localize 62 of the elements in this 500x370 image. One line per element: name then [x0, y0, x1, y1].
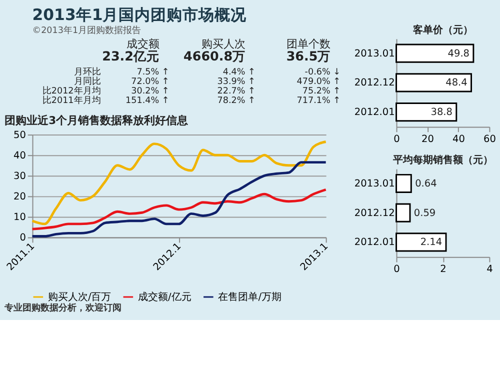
text: 30.2% ↑	[131, 86, 170, 97]
chart-title: 客单价（元）	[412, 24, 473, 36]
y-tick-label: 30	[13, 171, 26, 182]
text: 151.4% ↑	[126, 96, 170, 106]
bar	[396, 203, 411, 222]
chart-title: 团购业近3个月销售数据释放利好信息	[4, 114, 190, 127]
text: 7.5% ↑	[136, 68, 170, 78]
y-tick-label: 40	[13, 150, 26, 162]
x-tick-label: 60	[484, 134, 496, 145]
y-tick-label: 0	[20, 232, 26, 244]
bar	[396, 73, 472, 92]
text: 月环比	[74, 66, 101, 78]
data-label: 0.59	[414, 208, 436, 219]
legend-label: 成交额/亿元	[138, 290, 192, 303]
text: 2013年1月国内团购市场概况	[32, 5, 248, 24]
text: 购买人次	[202, 38, 246, 51]
text: 比2011年月均	[42, 95, 101, 106]
legend-label: 购买人次/百万	[48, 292, 112, 303]
text: 75.2% ↑	[302, 86, 341, 97]
chart-title: 平均每期销售额（元）	[392, 154, 493, 166]
x-tick-label: 4	[486, 264, 493, 276]
text: 团单个数	[286, 38, 331, 51]
x-tick-label: 40	[452, 134, 465, 145]
text: 72.0% ↑	[131, 77, 170, 88]
text: 比2012年月均	[42, 86, 101, 97]
text: 36.5万	[286, 48, 331, 64]
text: 22.7% ↑	[217, 86, 256, 97]
line-series	[31, 188, 328, 230]
y-tick-label: 2012.12	[354, 208, 395, 219]
text: ©2013年1月团购数据报告	[32, 24, 142, 36]
bar	[396, 102, 458, 122]
bar	[396, 44, 474, 63]
y-tick-label: 20	[13, 192, 26, 203]
y-tick-label: 2012.01	[354, 106, 395, 118]
y-tick-label: 50	[13, 130, 26, 141]
text: 23.2亿元	[102, 48, 160, 64]
data-label: 48.4	[446, 78, 468, 89]
data-label: 0.64	[415, 178, 437, 190]
y-tick-label: 2012.12	[354, 78, 395, 89]
data-label: 2.14	[420, 237, 442, 248]
y-tick-label: 10	[13, 212, 26, 224]
text: 月同比	[74, 76, 101, 88]
text: -0.6% ↓	[304, 68, 341, 78]
y-tick-label: 2012.01	[354, 237, 395, 248]
text: 33.9% ↑	[217, 77, 256, 88]
text: 479.0% ↑	[296, 77, 341, 88]
legend-label: 在售团单/万期	[218, 290, 282, 303]
text: 成交额	[126, 38, 160, 51]
y-tick-label: 2013.01	[354, 178, 395, 190]
text: 专业团购数据分析，欢迎订阅	[4, 302, 122, 314]
text: 717.1% ↑	[296, 96, 341, 106]
bar	[396, 232, 447, 252]
text: 4660.8万	[184, 48, 246, 64]
x-tick-label: 20	[422, 134, 434, 145]
line-series	[31, 140, 328, 226]
text: 78.2% ↑	[217, 96, 256, 106]
data-label: 38.8	[430, 106, 452, 118]
data-label: 49.8	[448, 48, 470, 60]
y-tick-label: 2013.01	[354, 48, 395, 60]
x-tick-label: 2	[440, 264, 446, 276]
text: 4.4% ↑	[222, 68, 256, 78]
bar	[396, 174, 412, 194]
